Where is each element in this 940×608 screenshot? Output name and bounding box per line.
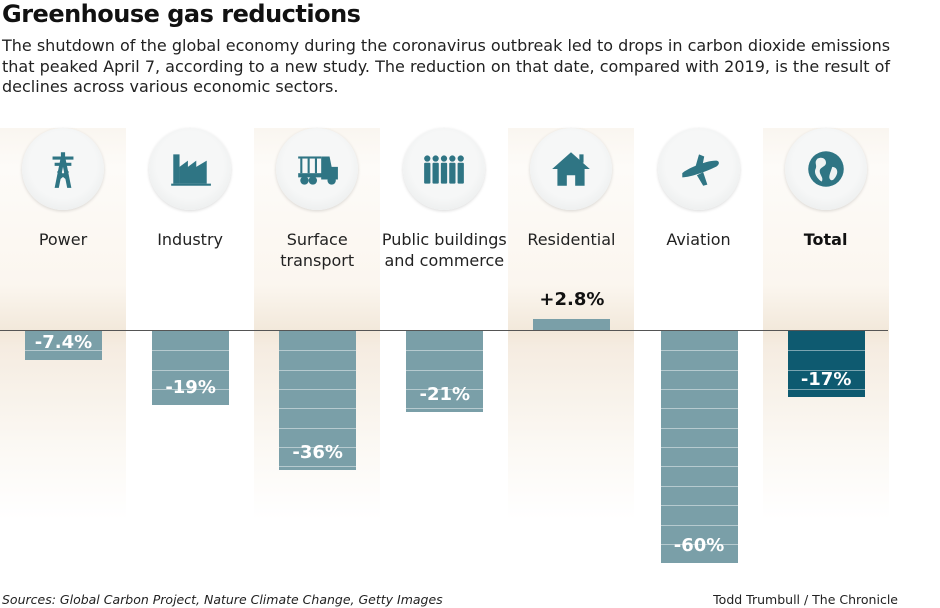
bar-stripe [660, 524, 738, 526]
bar-stripe [279, 389, 357, 391]
chart-title: Greenhouse gas reductions [2, 0, 361, 28]
icon-badge [149, 128, 232, 210]
truck-icon [298, 156, 339, 185]
bar [787, 331, 865, 397]
icon-badge [657, 128, 740, 210]
house-icon [552, 152, 591, 186]
bar-stripe [279, 369, 357, 371]
airplane-icon [681, 154, 719, 186]
category-label: Industry [157, 230, 223, 249]
column-residential: Residential [508, 128, 635, 520]
data-label: -19% [165, 376, 216, 398]
column-aviation: Aviation [636, 128, 762, 520]
bar-stripe [660, 350, 738, 352]
bar [25, 331, 102, 360]
bar-stripe [787, 350, 865, 352]
data-label: -36% [292, 442, 343, 464]
bar-stripe [279, 350, 357, 352]
icon-badge [276, 128, 359, 210]
bar [279, 331, 357, 471]
data-label: -7.4% [34, 331, 93, 353]
bar-stripe [279, 447, 357, 449]
category-label: Power [38, 230, 88, 249]
icon-badge [784, 128, 867, 210]
bar-stripe [279, 408, 357, 410]
column-total: Total [762, 128, 889, 520]
bar-stripe [660, 447, 738, 449]
data-label: +2.8% [539, 289, 605, 311]
bar-stripe [406, 350, 484, 352]
bar [660, 331, 738, 564]
category-label: Aviation [666, 230, 731, 249]
bar-stripe [787, 389, 865, 391]
bar-stripe [279, 466, 357, 468]
category-label: Surface transport [280, 230, 355, 270]
column-public-buildings-and-commerce: Public buildings and commerce [381, 128, 507, 520]
bar-stripe [787, 369, 865, 371]
bar-stripe [660, 543, 738, 545]
bar-stripe [406, 408, 484, 410]
bar-stripe [25, 350, 102, 352]
bar-stripe [152, 369, 230, 371]
bar-stripe [406, 369, 484, 371]
data-label: -60% [673, 535, 725, 557]
category-label: Residential [527, 230, 616, 249]
category-label: Total [803, 230, 848, 249]
category-label: Public buildings and commerce [381, 230, 507, 270]
bar-stripe [152, 389, 230, 391]
data-label: -21% [419, 384, 471, 406]
bar-stripe [660, 427, 738, 429]
data-label: -17% [800, 368, 852, 390]
bar-stripe [152, 350, 230, 352]
factory-icon [171, 154, 212, 186]
bar-stripe [660, 505, 738, 507]
bar-stripe [660, 408, 738, 410]
chart-subtitle: The shutdown of the global economy durin… [2, 36, 891, 96]
power-tower-icon [52, 152, 74, 188]
column-industry: Industry [127, 128, 253, 520]
column-power: Power [0, 128, 126, 520]
bar-stripe [406, 389, 484, 391]
bar-stripe [279, 427, 357, 429]
bar-stripe [660, 389, 738, 391]
bar-stripe [660, 369, 738, 371]
icon-badge [403, 128, 486, 210]
people-icon [424, 155, 465, 184]
zero-baseline [0, 330, 888, 331]
credit: Todd Trumbull / The Chronicle [713, 592, 898, 607]
icon-badge [530, 128, 613, 210]
bar [152, 331, 230, 405]
bar [406, 331, 484, 413]
bar-stripe [660, 466, 738, 468]
globe-icon [807, 151, 844, 187]
bar [533, 319, 611, 330]
bar-stripe [660, 485, 738, 487]
sources-note: Sources: Global Carbon Project, Nature C… [2, 592, 443, 607]
icon-badge [22, 128, 104, 210]
